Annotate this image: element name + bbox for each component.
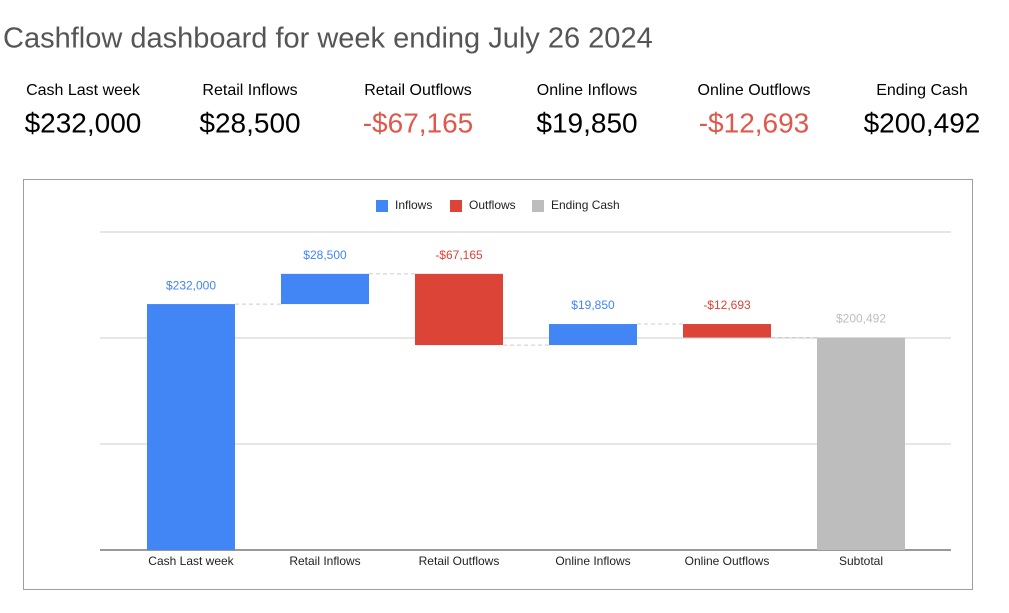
kpi-label: Retail Outflows — [364, 82, 472, 99]
page-title: Cashflow dashboard for week ending July … — [3, 23, 653, 55]
data-label: $232,000 — [166, 278, 216, 292]
x-tick-label: Online Outflows — [685, 554, 770, 568]
kpi-value: -$12,693 — [699, 107, 810, 138]
x-tick-label: Subtotal — [839, 554, 883, 568]
kpi-value: $28,500 — [199, 107, 300, 138]
kpi-value: $232,000 — [25, 107, 142, 138]
data-label: -$12,693 — [703, 298, 751, 312]
x-tick-label: Cash Last week — [148, 554, 234, 568]
kpi-label: Cash Last week — [26, 82, 141, 99]
legend-swatch — [532, 200, 544, 212]
legend-label: Ending Cash — [551, 198, 620, 212]
kpi-label: Retail Inflows — [202, 82, 297, 99]
bar — [281, 273, 369, 305]
data-label: -$67,165 — [435, 248, 483, 262]
legend-label: Inflows — [395, 198, 432, 212]
kpi-label: Ending Cash — [876, 82, 968, 99]
data-label: $200,492 — [836, 312, 886, 326]
kpi-value: -$67,165 — [363, 107, 474, 138]
bar — [415, 273, 503, 346]
bar — [549, 324, 637, 346]
kpi-label: Online Outflows — [698, 82, 811, 99]
x-tick-label: Retail Outflows — [419, 554, 500, 568]
legend-label: Outflows — [469, 198, 516, 212]
legend-swatch — [450, 200, 462, 212]
legend-swatch — [376, 200, 388, 212]
bar — [817, 337, 905, 550]
x-tick-label: Online Inflows — [555, 554, 630, 568]
kpi-value: $19,850 — [536, 107, 637, 138]
kpi-value: $200,492 — [864, 107, 981, 138]
data-label: $28,500 — [303, 248, 347, 262]
data-label: $19,850 — [571, 298, 615, 312]
x-tick-label: Retail Inflows — [289, 554, 360, 568]
bar — [147, 304, 235, 550]
bar — [683, 324, 771, 338]
kpi-label: Online Inflows — [537, 82, 638, 99]
